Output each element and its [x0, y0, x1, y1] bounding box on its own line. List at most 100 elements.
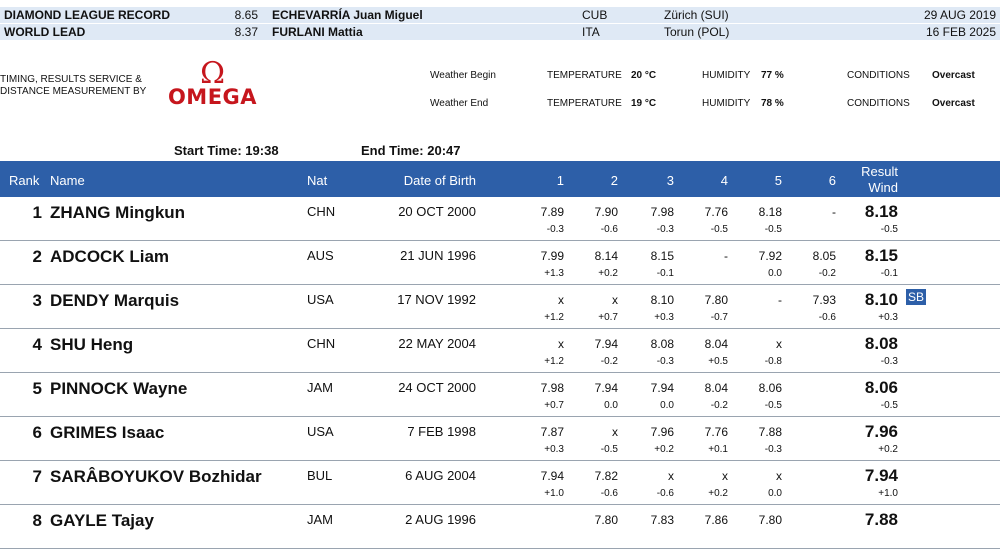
- end-time: End Time: 20:47: [361, 143, 461, 158]
- omega-wordmark: OMEGA: [167, 85, 258, 109]
- attempt-wind: -0.6: [818, 312, 836, 323]
- attempt-mark: 8.15: [650, 249, 674, 263]
- attempt-mark: x: [558, 293, 564, 307]
- col-attempt-4: 4: [720, 173, 728, 188]
- rank-cell: 8: [32, 511, 42, 530]
- rank-cell: 6: [32, 423, 42, 442]
- result-mark: 8.06: [864, 378, 898, 397]
- col-attempt-1: 1: [556, 173, 564, 188]
- attempt-wind: -0.5: [710, 224, 728, 235]
- record-nat: CUB: [582, 8, 608, 22]
- attempt-wind: -0.5: [764, 224, 782, 235]
- result-row: 3 DENDY Marquis USA 17 NOV 1992 x +1.2 x +0.7 8.…: [0, 285, 1000, 329]
- attempt-wind: -0.6: [600, 488, 618, 499]
- attempt-mark: x: [612, 425, 618, 439]
- humidity-label: HUMIDITY: [702, 70, 751, 81]
- record-label: DIAMOND LEAGUE RECORD: [4, 8, 171, 22]
- result-wind: -0.5: [880, 224, 898, 235]
- col-nat: Nat: [307, 173, 328, 188]
- col-wind: Wind: [868, 180, 898, 195]
- attempt-wind: -0.2: [600, 356, 618, 367]
- col-name: Name: [50, 173, 85, 188]
- record-label: WORLD LEAD: [4, 25, 86, 39]
- athlete-name: ADCOCK Liam: [50, 247, 170, 266]
- attempt-mark: 7.94: [594, 337, 618, 351]
- attempt-mark: 7.92: [758, 249, 782, 263]
- timing-line: DISTANCE MEASUREMENT BY: [0, 86, 147, 97]
- record-date: 29 AUG 2019: [923, 8, 996, 22]
- attempt-mark: 7.94: [650, 381, 674, 395]
- attempt-wind: +1.0: [544, 488, 564, 499]
- nat-cell: USA: [307, 424, 334, 439]
- results-table-header: Rank Name Nat Date of Birth 1 2 3 4 5 6 …: [0, 161, 1000, 197]
- result-wind: -0.5: [880, 400, 898, 411]
- attempt-wind: -0.5: [600, 444, 618, 455]
- result-row: 2 ADCOCK Liam AUS 21 JUN 1996 7.99 +1.3 8.14 +0…: [0, 241, 1000, 285]
- season-best-badge: SB: [906, 289, 927, 305]
- attempt-wind: -0.3: [656, 356, 674, 367]
- col-attempt-6: 6: [828, 173, 836, 188]
- start-time: Start Time: 19:38: [174, 143, 279, 158]
- conditions-label: CONDITIONS: [847, 70, 910, 81]
- record-mark: 8.65: [234, 8, 258, 22]
- attempt-mark: -: [778, 293, 782, 307]
- col-result: Result: [861, 164, 898, 179]
- attempt-mark: x: [558, 337, 564, 351]
- attempt-wind: 0.0: [604, 400, 618, 411]
- nat-cell: CHN: [307, 204, 336, 219]
- record-date: 16 FEB 2025: [925, 25, 996, 39]
- attempt-mark: 8.05: [812, 249, 836, 263]
- humidity-value: 78 %: [761, 98, 784, 109]
- col-attempt-2: 2: [610, 173, 618, 188]
- result-mark: 8.10: [864, 290, 898, 309]
- attempt-mark: 7.83: [650, 513, 674, 527]
- attempt-mark: x: [612, 293, 618, 307]
- attempt-mark: 7.98: [650, 205, 674, 219]
- attempt-mark: 7.80: [758, 513, 782, 527]
- record-athlete: FURLANI Mattia: [272, 25, 363, 39]
- rank-cell: 2: [32, 247, 42, 266]
- attempt-wind: -0.6: [600, 224, 618, 235]
- record-venue: Torun (POL): [664, 25, 730, 39]
- dob-cell: 17 NOV 1992: [397, 292, 476, 307]
- attempt-wind: +0.3: [654, 312, 674, 323]
- result-wind: +0.3: [878, 312, 898, 323]
- dob-cell: 24 OCT 2000: [398, 380, 476, 395]
- attempt-wind: +0.7: [544, 400, 564, 411]
- result-mark: 8.08: [864, 334, 898, 353]
- result-wind: -0.3: [880, 356, 898, 367]
- attempt-wind: -0.2: [818, 268, 836, 279]
- nat-cell: USA: [307, 292, 334, 307]
- attempt-mark: 7.80: [704, 293, 728, 307]
- attempt-wind: +0.7: [598, 312, 618, 323]
- attempt-wind: 0.0: [768, 488, 782, 499]
- timing-credit: TIMING, RESULTS SERVICE & DISTANCE MEASU…: [0, 74, 146, 98]
- attempt-mark: x: [668, 469, 674, 483]
- attempt-wind: +0.1: [708, 444, 728, 455]
- conditions-value: Overcast: [932, 98, 975, 109]
- attempt-mark: 8.06: [758, 381, 782, 395]
- dob-cell: 7 FEB 1998: [407, 424, 476, 439]
- attempt-wind: +0.2: [598, 268, 618, 279]
- attempt-mark: 7.94: [594, 381, 618, 395]
- attempt-mark: 8.08: [650, 337, 674, 351]
- attempt-mark: 8.14: [594, 249, 618, 263]
- attempt-mark: 7.80: [594, 513, 618, 527]
- result-mark: 8.15: [864, 246, 898, 265]
- athlete-name: ZHANG Mingkun: [50, 203, 186, 222]
- attempt-wind: +0.3: [544, 444, 564, 455]
- result-row: 6 GRIMES Isaac USA 7 FEB 1998 7.87 +0.3 x -0.5 7…: [0, 417, 1000, 461]
- attempt-wind: -0.8: [764, 356, 782, 367]
- dob-cell: 21 JUN 1996: [400, 248, 476, 263]
- rank-cell: 7: [32, 467, 42, 486]
- attempt-mark: 7.82: [594, 469, 618, 483]
- attempt-mark: 7.96: [650, 425, 674, 439]
- attempt-mark: 7.76: [704, 425, 728, 439]
- temp-label: TEMPERATURE: [547, 70, 622, 81]
- result-row: 8 GAYLE Tajay JAM 2 AUG 1996 7.80 7.83 7.86 7.8…: [0, 505, 1000, 549]
- attempt-wind: -0.5: [764, 400, 782, 411]
- athlete-name: GAYLE Tajay: [50, 511, 154, 530]
- athlete-name: SARÂBOYUKOV Bozhidar: [50, 467, 262, 486]
- humidity-label: HUMIDITY: [702, 98, 751, 109]
- result-wind: -0.1: [880, 268, 898, 279]
